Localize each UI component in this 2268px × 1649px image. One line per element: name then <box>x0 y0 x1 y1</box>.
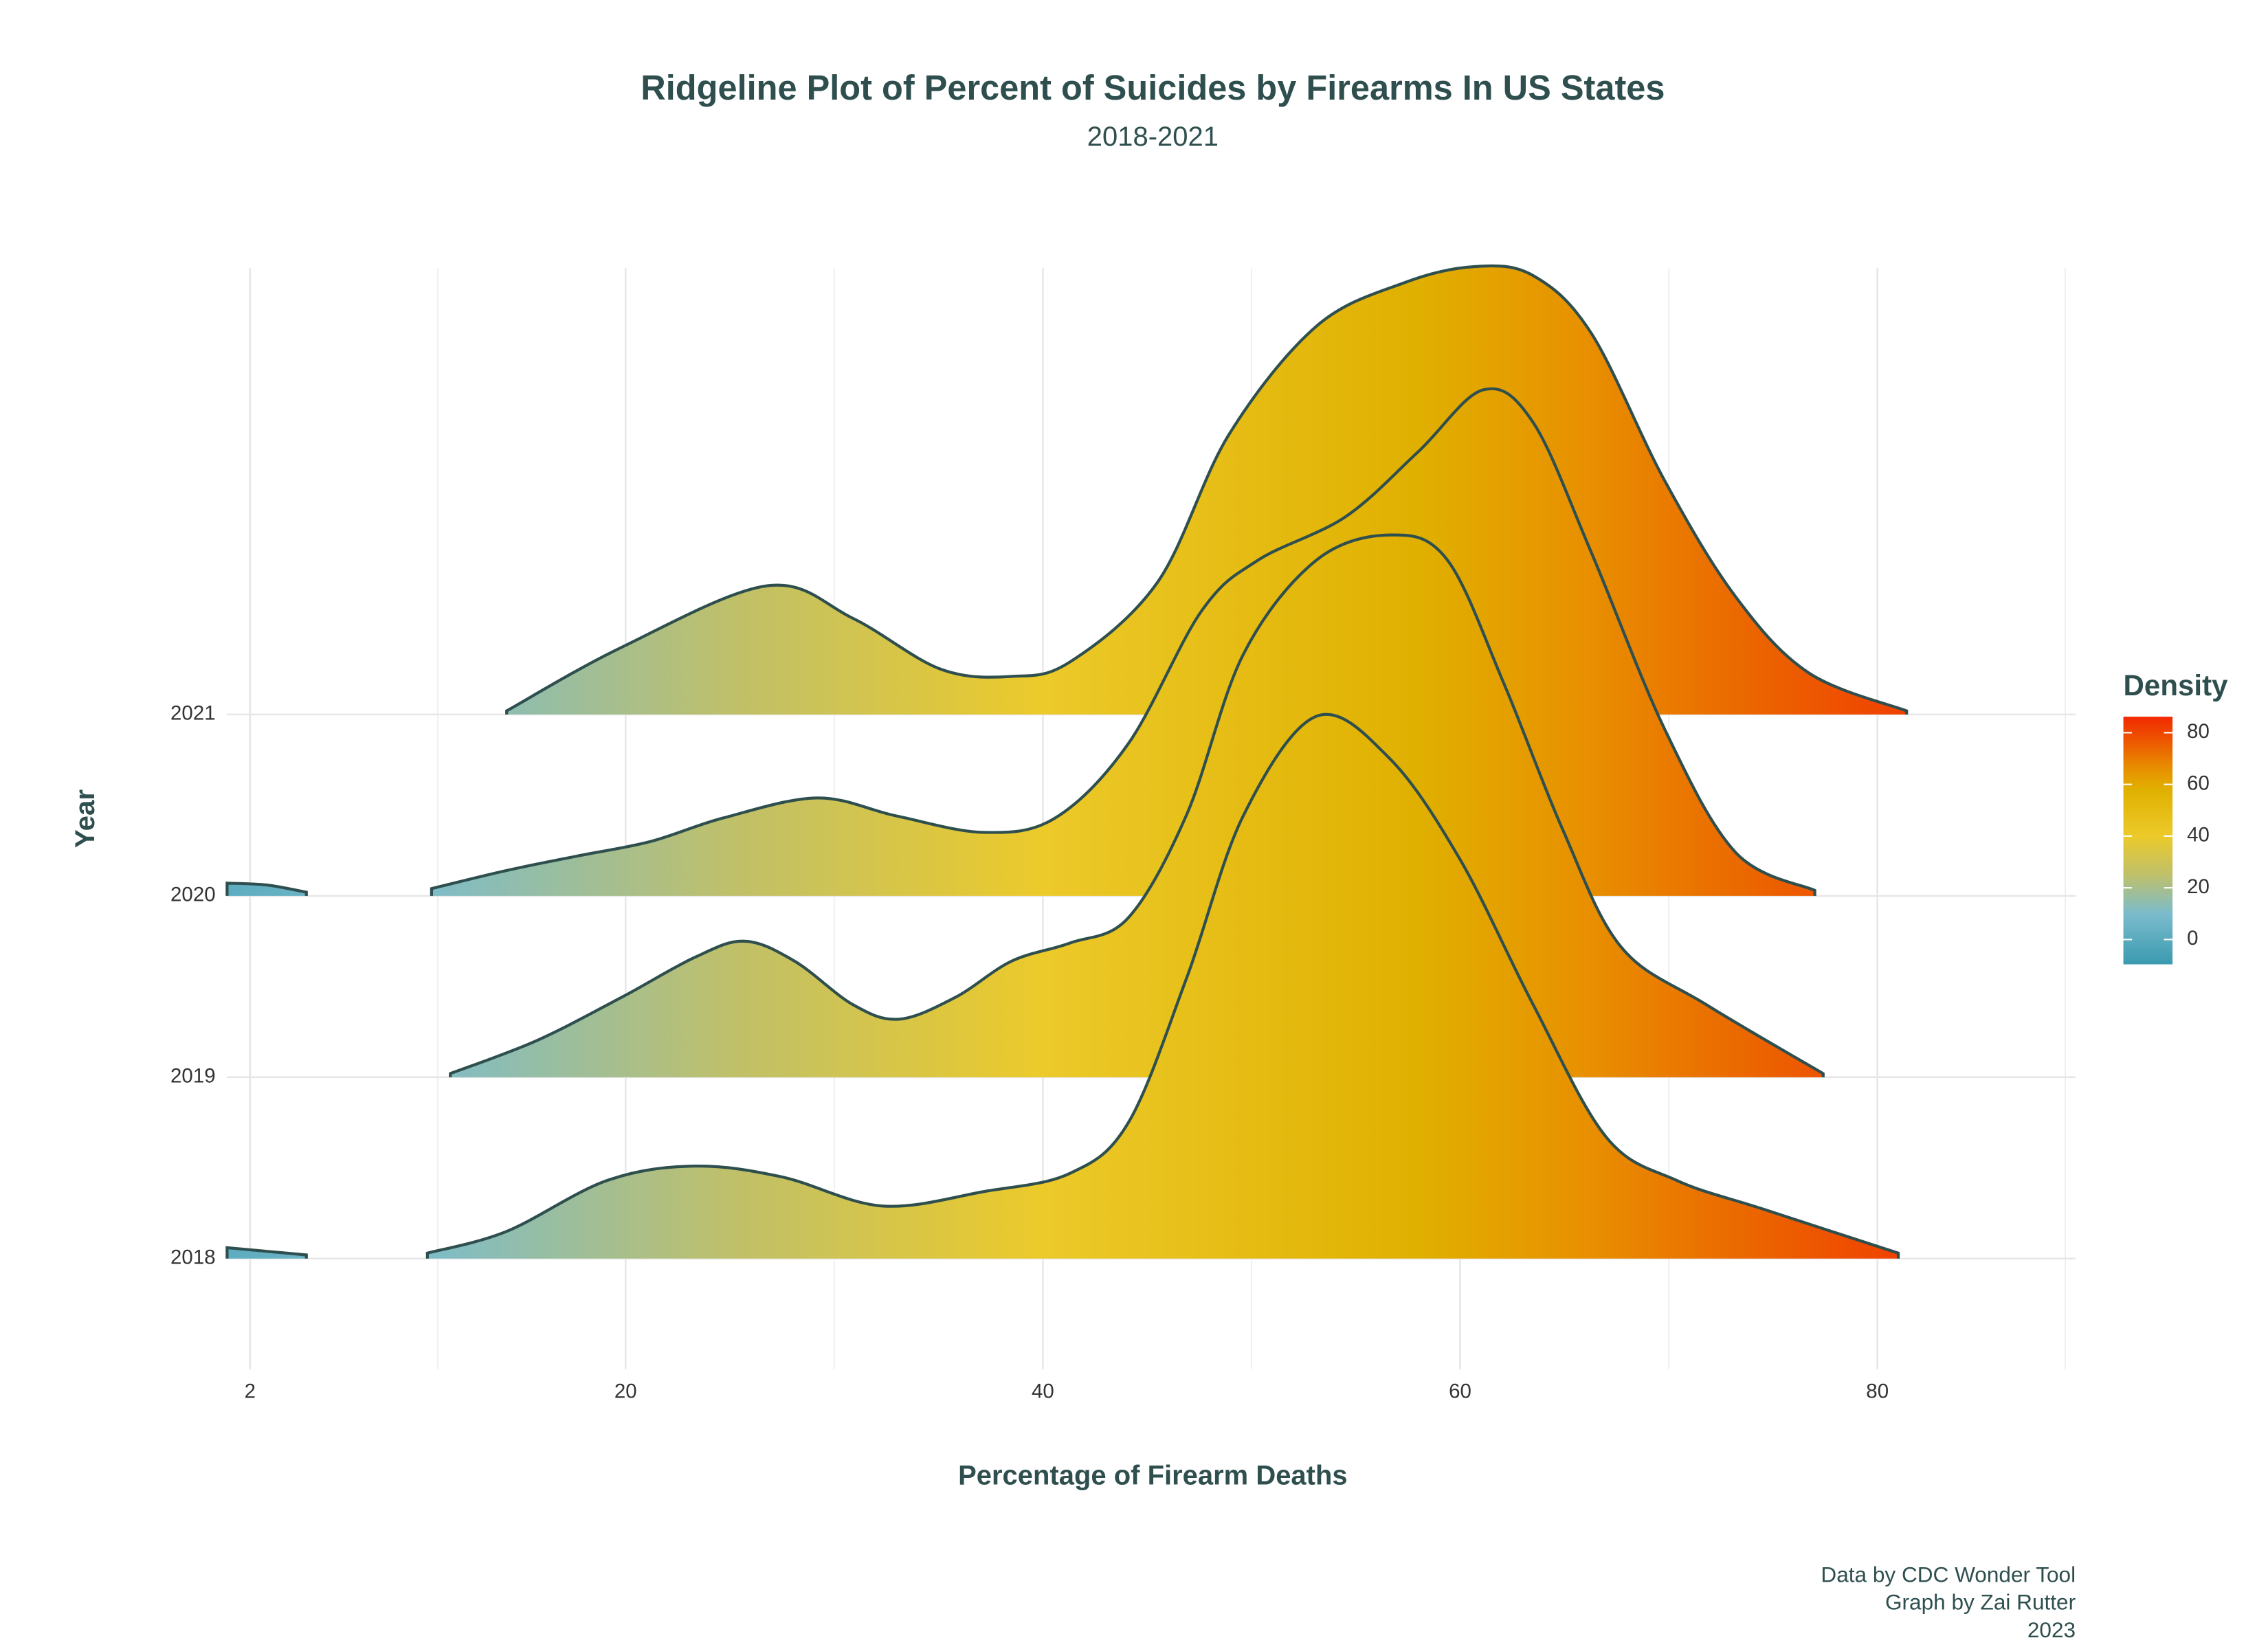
chart-subtitle: 2018-2021 <box>1087 121 1219 152</box>
y-tick-label: 2020 <box>170 884 216 906</box>
plot-root: Ridgeline Plot of Percent of Suicides by… <box>69 68 2228 1642</box>
y-tick-label: 2018 <box>170 1246 216 1269</box>
colorbar-tick-label: 20 <box>2187 875 2210 898</box>
chart-title: Ridgeline Plot of Percent of Suicides by… <box>641 68 1665 107</box>
x-tick-label: 80 <box>1866 1380 1889 1403</box>
ridge-line <box>225 713 1900 1259</box>
caption: Data by CDC Wonder Tool <box>1821 1562 2076 1586</box>
y-tick-label: 2019 <box>170 1065 216 1088</box>
x-tick-label: 2 <box>245 1380 256 1403</box>
caption: Graph by Zai Rutter <box>1885 1590 2076 1615</box>
x-tick-label: 20 <box>614 1380 637 1403</box>
x-tick-label: 60 <box>1449 1380 1471 1403</box>
caption: 2023 <box>2027 1617 2076 1642</box>
legend-title: Density <box>2124 669 2229 702</box>
colorbar-tick-label: 40 <box>2187 824 2210 846</box>
x-axis-label: Percentage of Firearm Deaths <box>958 1459 1348 1490</box>
ridge-area <box>227 714 1899 1259</box>
y-axis-label: Year <box>69 789 100 848</box>
ridge-line <box>225 387 1816 896</box>
colorbar-tick-label: 0 <box>2187 927 2198 950</box>
x-tick-label: 40 <box>1032 1380 1054 1403</box>
colorbar-tick-label: 80 <box>2187 720 2210 743</box>
ridge-line <box>505 264 1909 715</box>
y-tick-label: 2021 <box>170 702 216 725</box>
ridge-line <box>449 533 1825 1077</box>
colorbar-tick-label: 60 <box>2187 772 2210 794</box>
colorbar <box>2123 717 2173 965</box>
